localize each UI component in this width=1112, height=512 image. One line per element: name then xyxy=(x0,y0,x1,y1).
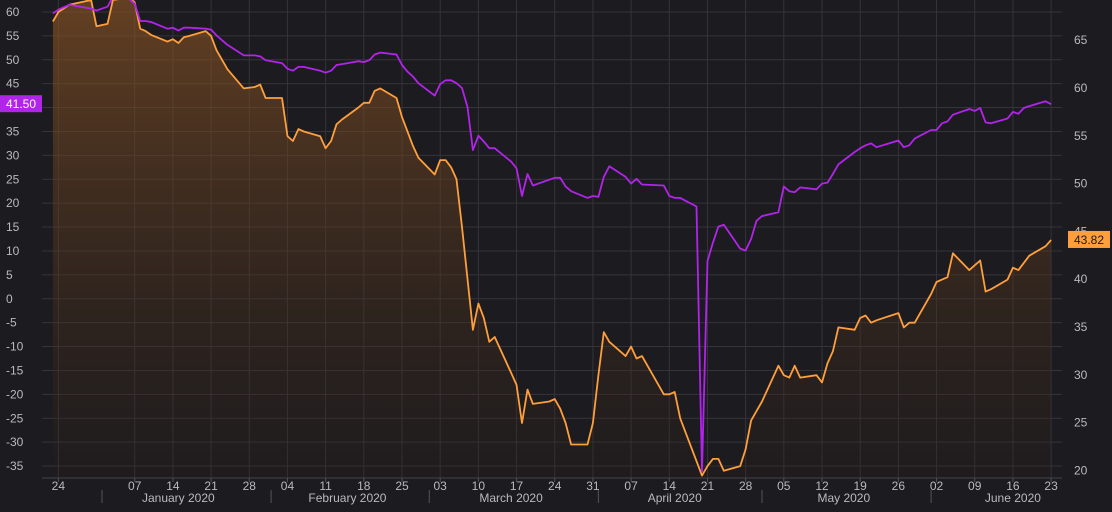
x-tick-label: 17 xyxy=(510,479,524,493)
x-tick-label: 11 xyxy=(319,479,332,493)
left-tick-label: -10 xyxy=(6,340,24,354)
x-axis: 24 07 14 21 28 04 11 18 25 03 10 17 24 31 07 14 21 28 05 12… xyxy=(42,477,1062,505)
month-label: June 2020 xyxy=(985,491,1041,505)
x-tick-label: 23 xyxy=(1044,479,1058,493)
x-tick-label: 10 xyxy=(472,479,486,493)
x-tick-label: 21 xyxy=(204,479,218,493)
left-tick-label: 5 xyxy=(6,268,13,282)
purple-last-value-label: 41.50 xyxy=(6,97,36,111)
right-tick-label: 20 xyxy=(1074,463,1088,477)
x-tick-label: 03 xyxy=(434,479,448,493)
left-tick-label: -20 xyxy=(6,387,24,401)
left-tick-label: 20 xyxy=(6,196,20,210)
x-tick-label: 28 xyxy=(243,479,257,493)
right-tick-label: 55 xyxy=(1074,129,1088,143)
month-label: April 2020 xyxy=(648,491,702,505)
x-tick-label: 25 xyxy=(395,479,409,493)
x-tick-label: 26 xyxy=(892,479,906,493)
right-tick-label: 50 xyxy=(1074,177,1088,191)
orange-last-value-label: 43.82 xyxy=(1074,233,1104,247)
x-tick-label: 09 xyxy=(968,479,982,493)
right-tick-label: 30 xyxy=(1074,368,1088,382)
left-tick-label: 35 xyxy=(6,124,20,138)
month-label: March 2020 xyxy=(479,491,543,505)
x-tick-label: 24 xyxy=(52,479,66,493)
purple-series-line xyxy=(52,0,1052,473)
month-label: January 2020 xyxy=(142,491,215,505)
x-tick-label: 12 xyxy=(815,479,829,493)
x-tick-label: 24 xyxy=(548,479,562,493)
left-tick-label: -30 xyxy=(6,435,24,449)
orange-series-line xyxy=(52,0,1052,477)
left-tick-label: 45 xyxy=(6,77,20,91)
right-tick-label: 60 xyxy=(1074,81,1088,95)
left-tick-label: 60 xyxy=(6,5,20,19)
x-tick-label: 02 xyxy=(930,479,944,493)
right-tick-label: 25 xyxy=(1074,416,1088,430)
x-tick-label: 28 xyxy=(739,479,753,493)
left-tick-label: 10 xyxy=(6,244,20,258)
right-tick-label: 40 xyxy=(1074,272,1088,286)
x-tick-label: 19 xyxy=(854,479,868,493)
x-tick-label: 14 xyxy=(663,479,677,493)
left-tick-label: 15 xyxy=(6,220,20,234)
x-tick-label: 07 xyxy=(624,479,638,493)
orange-last-value-badge xyxy=(1068,230,1110,248)
area-layer xyxy=(52,0,1052,478)
right-tick-label: 35 xyxy=(1074,320,1088,334)
month-label: February 2020 xyxy=(308,491,386,505)
x-tick-label: 07 xyxy=(128,479,142,493)
left-tick-label: -35 xyxy=(6,459,24,473)
x-tick-label: 05 xyxy=(777,479,791,493)
left-tick-label: 0 xyxy=(6,292,13,306)
x-tick-label: 16 xyxy=(1006,479,1020,493)
left-tick-label: 30 xyxy=(6,148,20,162)
series-lines xyxy=(52,0,1052,477)
left-tick-label: -15 xyxy=(6,363,24,377)
right-tick-label: 65 xyxy=(1074,33,1088,47)
left-tick-label: -5 xyxy=(6,316,17,330)
left-tick-label: 55 xyxy=(6,29,20,43)
last-value-badges: 43.82 41.50 xyxy=(0,95,1110,248)
x-tick-label: 31 xyxy=(586,479,600,493)
left-tick-label: 25 xyxy=(6,172,20,186)
left-tick-label: 50 xyxy=(6,53,20,67)
month-label: May 2020 xyxy=(817,491,870,505)
left-axis: 605550454035302520151050-5-10-15-20-25-3… xyxy=(6,5,24,473)
left-tick-label: -25 xyxy=(6,411,24,425)
x-tick-label: 21 xyxy=(701,479,715,493)
purple-last-value-badge xyxy=(0,95,42,113)
x-tick-label: 04 xyxy=(281,479,295,493)
x-tick-label: 14 xyxy=(166,479,180,493)
x-tick-label: 18 xyxy=(357,479,371,493)
series-area-fill xyxy=(52,0,1052,478)
